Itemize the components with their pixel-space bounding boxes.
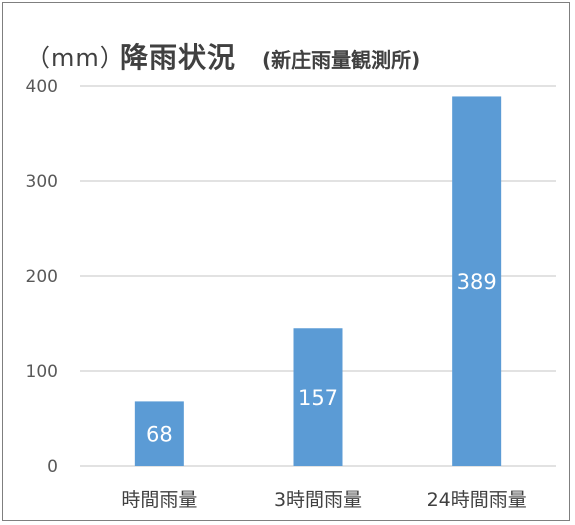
- x-axis-ticks: 時間雨量 3時間雨量 24時間雨量: [121, 489, 526, 511]
- y-tick-label: 0: [47, 457, 58, 477]
- y-axis-ticks: 0 100 200 300 400: [26, 77, 58, 477]
- bar: [293, 328, 343, 466]
- y-tick-label: 200: [26, 267, 58, 287]
- y-tick-label: 100: [26, 362, 58, 382]
- bar: [134, 401, 184, 466]
- x-tick-label: 3時間雨量: [274, 489, 362, 511]
- data-label: 389: [457, 270, 497, 294]
- chart-subtitle: (新庄雨量観測所): [262, 48, 421, 72]
- chart-title: 降雨状況: [120, 41, 237, 74]
- y-tick-label: 400: [26, 77, 58, 97]
- bars: 68 157 389: [134, 96, 502, 466]
- y-tick-label: 300: [26, 172, 58, 192]
- data-label: 68: [146, 423, 173, 447]
- x-tick-label: 時間雨量: [121, 489, 197, 511]
- data-label: 157: [298, 386, 338, 410]
- bar: [452, 96, 502, 466]
- y-unit-label: （mm）: [26, 44, 125, 72]
- x-tick-label: 24時間雨量: [427, 489, 527, 511]
